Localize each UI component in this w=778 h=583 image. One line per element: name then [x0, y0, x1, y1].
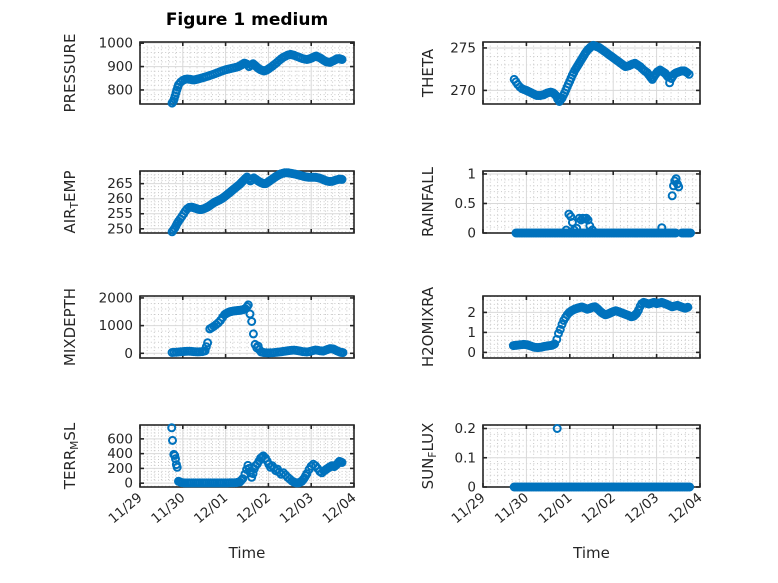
svg-text:12/04: 12/04 [665, 490, 705, 527]
data-points [167, 168, 347, 237]
data-points [167, 423, 347, 488]
y-tick-labels: 800 900 1000 [99, 36, 133, 99]
svg-text:275: 275 [450, 40, 476, 56]
subplot-sun-flux: 0 0.1 0.2 11/29 11/30 12/01 12/02 12/03 12/04 SUN… [419, 421, 706, 527]
svg-text:1000: 1000 [99, 36, 133, 52]
svg-text:12/04: 12/04 [319, 490, 359, 527]
svg-text:800: 800 [107, 82, 133, 98]
svg-text:0.5: 0.5 [455, 196, 476, 212]
svg-text:0: 0 [124, 346, 133, 362]
svg-text:0.2: 0.2 [455, 421, 476, 437]
svg-text:12/03: 12/03 [622, 490, 662, 527]
axes-box [139, 41, 355, 105]
svg-text:2: 2 [467, 305, 476, 321]
svg-text:11/29: 11/29 [105, 490, 145, 527]
svg-text:0: 0 [467, 480, 476, 496]
svg-text:260: 260 [107, 191, 133, 207]
y-tick-labels: 0 1 2 [467, 305, 476, 361]
subplot-pressure: 800 900 1000 PRESSURE [61, 34, 355, 113]
svg-text:1000: 1000 [99, 318, 133, 334]
svg-text:12/01: 12/01 [535, 490, 575, 527]
x-axis-label-left: Time [228, 544, 266, 562]
svg-text:11/30: 11/30 [148, 490, 188, 527]
y-axis-label-theta: THETA [419, 48, 437, 98]
data-points [508, 297, 693, 353]
minor-grid [483, 425, 700, 487]
svg-text:12/01: 12/01 [191, 490, 231, 527]
data-points [167, 49, 347, 108]
y-axis-label-sun-flux: SUNFLUX [419, 423, 439, 490]
subplot-theta: 270 275 THETA [419, 40, 701, 106]
y-axis-label-rainfall: RAINFALL [419, 166, 437, 237]
svg-text:255: 255 [107, 206, 133, 222]
y-axis-label-air-temp: AIRTEMP [61, 171, 81, 234]
y-axis-label-h2omixra: H2OMIXRA [419, 286, 437, 367]
axes-box [482, 295, 701, 359]
subplot-mixdepth: 0 1000 2000 MIXDEPTH [61, 288, 355, 366]
data-points [509, 40, 694, 106]
svg-text:0.1: 0.1 [455, 450, 476, 466]
svg-text:0: 0 [467, 345, 476, 361]
y-axis-label-terr-msl: TERRMSL [61, 422, 81, 490]
y-tick-labels: 0 0.1 0.2 [455, 421, 476, 495]
figure-title: Figure 1 medium [165, 10, 329, 30]
x-tick-labels: 11/29 11/30 12/01 12/02 12/03 12/04 [105, 490, 359, 527]
svg-text:600: 600 [107, 431, 133, 447]
x-axis-label-right: Time [573, 544, 610, 562]
y-tick-labels: 270 275 [450, 40, 476, 98]
svg-text:0: 0 [124, 476, 133, 492]
axes-box [139, 170, 355, 234]
svg-text:270: 270 [450, 83, 476, 99]
svg-text:12/02: 12/02 [234, 490, 274, 527]
svg-text:400: 400 [107, 446, 133, 462]
svg-text:1: 1 [467, 325, 476, 341]
x-tick-labels: 11/29 11/30 12/01 12/02 12/03 12/04 [448, 490, 705, 527]
subplot-h2omixra: 0 1 2 H2OMIXRA [419, 286, 701, 367]
minor-grid [483, 171, 700, 233]
y-tick-labels: 0 1000 2000 [99, 290, 133, 361]
svg-text:200: 200 [107, 461, 133, 477]
y-axis-label-mixdepth: MIXDEPTH [61, 288, 79, 366]
svg-text:900: 900 [107, 59, 133, 75]
data-points [167, 300, 348, 358]
data-points [509, 424, 695, 492]
svg-text:250: 250 [107, 221, 133, 237]
y-axis-label-pressure: PRESSURE [61, 34, 79, 113]
svg-text:2000: 2000 [99, 290, 133, 306]
svg-text:12/02: 12/02 [579, 490, 619, 527]
svg-text:11/30: 11/30 [492, 490, 532, 527]
svg-text:1: 1 [467, 166, 476, 182]
svg-text:265: 265 [107, 176, 133, 192]
y-tick-labels: 00.51 [455, 166, 476, 241]
data-points [511, 174, 695, 238]
svg-text:0: 0 [467, 226, 476, 242]
svg-text:12/03: 12/03 [277, 490, 317, 527]
